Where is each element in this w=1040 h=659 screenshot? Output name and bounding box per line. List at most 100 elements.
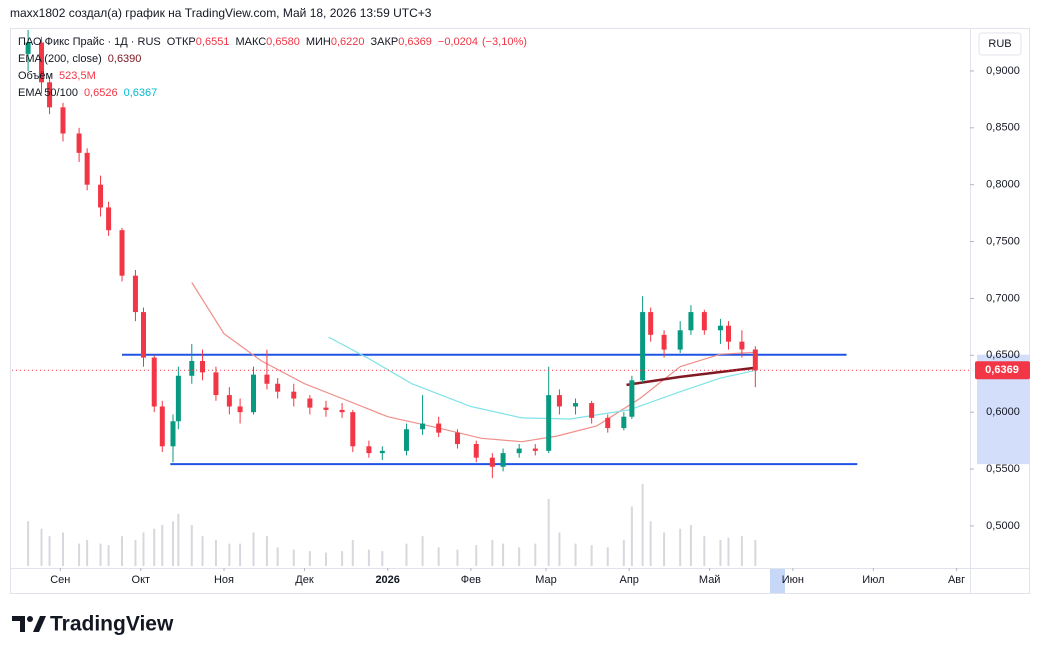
volume-bar	[172, 521, 175, 566]
candle-body	[323, 407, 329, 410]
currency[interactable]: RUB	[988, 38, 1011, 50]
ohlc-value: 0,6580	[266, 36, 300, 48]
y-tick-label: 0,5500	[986, 463, 1020, 475]
change-pct: (−3,10%)	[482, 36, 527, 48]
volume-bar	[239, 543, 242, 566]
candle-body	[275, 383, 281, 392]
volume-bar	[502, 543, 505, 566]
volume-bar	[292, 549, 295, 566]
candle-body	[170, 421, 176, 447]
footer-logo: TradingView	[12, 613, 174, 636]
volume-bar	[214, 539, 217, 566]
candle-body	[621, 416, 627, 429]
x-tick-label: 2026	[375, 574, 399, 586]
volume-bar	[727, 537, 730, 566]
logo-mark	[12, 616, 25, 632]
candle-body	[98, 184, 104, 208]
ema-value: 0,6367	[124, 87, 158, 99]
volume-bar	[574, 543, 577, 566]
chart-frame	[10, 28, 1030, 594]
volume-bar	[351, 539, 354, 566]
candle-body	[366, 446, 372, 454]
candle-body	[717, 325, 723, 331]
candle-body	[264, 374, 270, 384]
candle-body	[189, 360, 195, 376]
y-tick-label: 0,5000	[986, 520, 1020, 532]
volume-bar	[134, 539, 137, 566]
volume-bar	[161, 525, 164, 566]
volume-bar	[308, 551, 311, 566]
y-tick-label: 0,7000	[986, 292, 1020, 304]
y-tick-label: 0,7500	[986, 235, 1020, 247]
x-tick-label: Фев	[461, 574, 481, 586]
candle-body	[489, 457, 495, 467]
candle-body	[106, 207, 112, 231]
y-tick-label: 0,8000	[986, 179, 1020, 191]
volume-bar	[491, 539, 494, 566]
volume-bar	[48, 536, 51, 566]
ema-line	[626, 366, 756, 387]
volume-bar	[689, 525, 692, 566]
volume-bar	[558, 532, 561, 566]
volume-bar	[61, 532, 64, 566]
time-axis-highlight	[770, 569, 785, 593]
volume-layer	[27, 484, 757, 566]
candle-body	[47, 82, 53, 108]
ohlc-value: 0,6369	[398, 36, 432, 48]
volume-bar	[367, 549, 370, 566]
ohlc-name: ЗАКР	[371, 36, 399, 48]
candle-body	[339, 409, 345, 413]
x-tick-label: Май	[699, 574, 721, 586]
volume-bar	[86, 539, 89, 566]
candle-body	[350, 412, 356, 447]
candle-body	[661, 334, 667, 350]
volume-bar	[740, 536, 743, 566]
volume-bar	[679, 528, 682, 566]
symbol: ПАО Фикс Прайс · 1Д · RUS	[18, 36, 161, 48]
volume-bar	[719, 539, 722, 566]
ema200-name: EMA (200, close)	[18, 53, 102, 65]
candle-body	[403, 429, 409, 451]
volume-bar	[590, 545, 593, 566]
last-price-box	[975, 361, 1030, 380]
volume-value: 523,5M	[59, 70, 96, 82]
volume-bar	[437, 547, 440, 566]
last-price-label: 0,6369	[985, 364, 1019, 376]
ohlc-name: ОТКР	[167, 36, 196, 48]
volume-bar	[99, 543, 102, 566]
candle-body	[379, 450, 385, 454]
volume-bar	[534, 543, 537, 566]
volume-bar	[421, 536, 424, 566]
volume-bar	[265, 536, 268, 566]
volume-bar	[663, 532, 666, 566]
candle-body	[420, 423, 426, 430]
y-tick-label: 0,9000	[986, 65, 1020, 77]
candle-body	[454, 432, 460, 445]
candle-body	[291, 391, 297, 399]
legend-row: ПАО Фикс Прайс · 1Д · RUS ОТКР0,6551 МАКС0…	[18, 36, 527, 48]
volume-bar	[276, 547, 279, 566]
x-tick-label: Окт	[132, 574, 151, 586]
ema-line	[328, 336, 756, 420]
currency-box[interactable]	[978, 32, 1022, 56]
candle-body	[307, 398, 313, 408]
candle-body	[688, 312, 694, 331]
volume-bar	[405, 543, 408, 566]
volume-bar	[341, 551, 344, 566]
ohlc-name: МИН	[306, 36, 331, 48]
volume-bar	[78, 543, 81, 566]
candle-body	[500, 453, 506, 467]
volume-bar	[456, 549, 459, 566]
logo-slash	[33, 616, 46, 632]
volume-bar	[27, 521, 30, 566]
candle-body	[213, 372, 219, 396]
candle-body	[701, 312, 707, 331]
candle-body	[60, 107, 66, 134]
volume-bar	[324, 552, 327, 566]
ema-group-name: EMA 50/100	[18, 87, 78, 99]
candle-body	[677, 330, 683, 350]
volume-bar	[121, 536, 124, 566]
volume-bar	[622, 539, 625, 566]
x-tick-label: Июл	[862, 574, 884, 586]
